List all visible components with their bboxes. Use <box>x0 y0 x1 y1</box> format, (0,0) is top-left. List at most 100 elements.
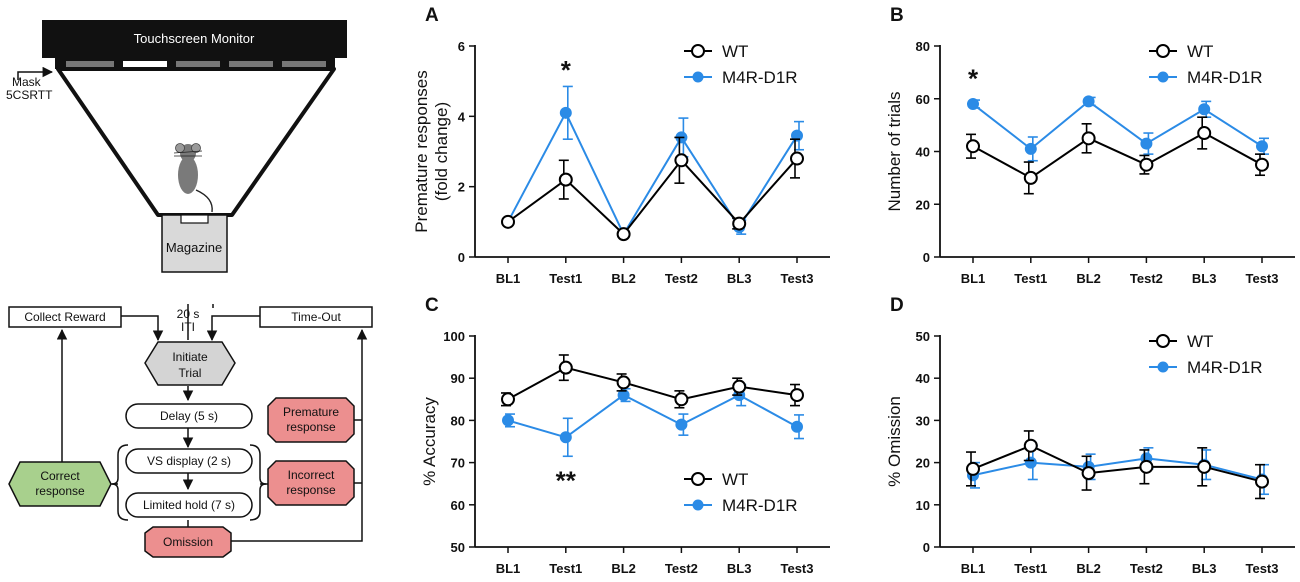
series-wt-d <box>966 430 1269 500</box>
legend-swatch-wt-b <box>1156 44 1170 58</box>
y-tick-label-b: 60 <box>916 92 930 107</box>
point-m4r-d1r-c <box>675 418 688 431</box>
series-m4r-d1r-b <box>967 95 1269 162</box>
significance-marker-a: * <box>561 55 572 85</box>
legend-label-m4r-b: M4R-D1R <box>1187 68 1263 87</box>
x-tick-label-a: Test3 <box>781 271 814 286</box>
mask-window-5 <box>282 61 326 67</box>
point-m4r-d1r-b <box>1140 137 1153 150</box>
mask-window-2-lit <box>123 61 167 67</box>
legend-swatch-wt-d <box>1156 334 1170 348</box>
y-tick-label-a: 2 <box>458 180 465 195</box>
y-tick-label-c: 90 <box>451 371 465 386</box>
y-tick-label-d: 30 <box>916 413 930 428</box>
point-wt-b <box>1197 126 1212 141</box>
time-out-box <box>259 306 373 328</box>
mask-window-1 <box>66 61 114 67</box>
series-wt-c <box>501 354 804 409</box>
y-tick-label-d: 50 <box>916 329 930 344</box>
incorrect-response-line1: Incorrect <box>288 468 335 482</box>
line-wt-b <box>972 131 1263 180</box>
legend-b: WT M4R-D1R <box>1149 42 1263 87</box>
point-wt-c <box>558 360 573 375</box>
apparatus-schematic: Touchscreen Monitor Mask 5CSRTT Magazine <box>6 20 347 273</box>
significance-marker-c: ** <box>556 465 577 495</box>
series-wt-a <box>501 136 804 242</box>
mask-label-line2: 5CSRTT <box>6 88 53 102</box>
x-tick-label-d: Test2 <box>1130 561 1163 576</box>
point-wt-a <box>674 153 689 168</box>
point-m4r-d1r-a <box>559 106 572 119</box>
x-tick-label-d: Test3 <box>1246 561 1279 576</box>
x-tick-label-b: Test3 <box>1246 271 1279 286</box>
x-tick-label-c: Test2 <box>665 561 698 576</box>
point-m4r-d1r-b <box>1198 103 1211 116</box>
mask-window-3 <box>176 61 220 67</box>
operant-chamber <box>56 67 336 217</box>
series-m4r-d1r-c <box>502 383 804 458</box>
magazine-label: Magazine <box>166 240 222 255</box>
premature-response-line1: Premature <box>283 405 339 419</box>
point-wt-d <box>966 461 980 476</box>
x-tick-label-c: BL1 <box>496 561 521 576</box>
point-wt-a <box>732 216 747 231</box>
x-tick-label-b: BL1 <box>961 271 986 286</box>
legend-label-m4r-c: M4R-D1R <box>722 496 798 515</box>
y-tick-label-c: 100 <box>443 329 465 344</box>
y-tick-label-d: 40 <box>916 371 930 386</box>
y-tick-label-a: 4 <box>458 109 466 124</box>
point-wt-a <box>558 172 573 187</box>
x-tick-label-c: Test1 <box>549 561 582 576</box>
magazine-opening <box>180 214 209 224</box>
legend-d: WT M4R-D1R <box>1149 332 1263 377</box>
y-tick-label-d: 10 <box>916 498 930 513</box>
legend-c: WT M4R-D1R <box>684 470 798 515</box>
iti-label-line2: ITI <box>181 320 195 334</box>
point-wt-b <box>966 139 980 154</box>
legend-label-wt-c: WT <box>722 470 748 489</box>
panel-letter-a: A <box>425 5 439 26</box>
point-wt-b <box>1023 170 1038 185</box>
line-m4r-d1r-b <box>972 100 1263 151</box>
line-m4r-d1r-d <box>972 457 1263 481</box>
y-tick-label-c: 70 <box>451 456 465 471</box>
mask-arrow <box>17 66 54 80</box>
initiate-trial-hexagon <box>144 341 236 386</box>
omission-label: Omission <box>163 535 213 549</box>
x-tick-label-b: Test1 <box>1014 271 1047 286</box>
initiate-trial-line1: Initiate <box>172 350 208 364</box>
y-tick-label-c: 60 <box>451 498 465 513</box>
point-wt-a <box>501 214 515 229</box>
y-axis-title-a: Premature responses <box>412 70 431 233</box>
x-tick-label-b: BL3 <box>1192 271 1217 286</box>
incorrect-response-octagon <box>267 460 355 506</box>
panel-a: A 0 2 4 6 BL1 Test1 BL2 Test2 BL3 Test3 Premature r… <box>412 5 830 286</box>
series-m4r-d1r-a <box>502 85 804 241</box>
line-wt-d <box>972 444 1263 483</box>
x-tick-label-a: Test2 <box>665 271 698 286</box>
correct-response-line1: Correct <box>40 469 80 483</box>
x-tick-label-a: BL3 <box>727 271 752 286</box>
y-axis-title-d: % Omission <box>885 396 904 487</box>
point-wt-a <box>616 227 631 242</box>
limited-hold-label: Limited hold (7 s) <box>143 498 235 512</box>
legend-swatch-m4r-c <box>692 499 704 511</box>
y-tick-label-d: 0 <box>923 540 930 555</box>
legend-swatch-wt-a <box>691 44 705 58</box>
x-tick-label-d: BL2 <box>1076 561 1101 576</box>
y-tick-label-c: 50 <box>451 540 465 555</box>
point-wt-b <box>1255 157 1269 172</box>
legend-swatch-m4r-b <box>1157 71 1169 83</box>
legend-label-m4r-a: M4R-D1R <box>722 68 798 87</box>
point-wt-b <box>1081 131 1096 146</box>
limited-hold-box <box>125 492 253 518</box>
significance-marker-b: * <box>968 64 979 94</box>
delay-label: Delay (5 s) <box>160 409 218 423</box>
panel-letter-d: D <box>890 295 904 316</box>
mouse-icon <box>173 143 213 213</box>
y-axis-title-c: % Accuracy <box>420 397 439 486</box>
vs-brace-left <box>111 444 129 521</box>
point-wt-d <box>1081 466 1096 481</box>
x-tick-label-c: Test3 <box>781 561 814 576</box>
